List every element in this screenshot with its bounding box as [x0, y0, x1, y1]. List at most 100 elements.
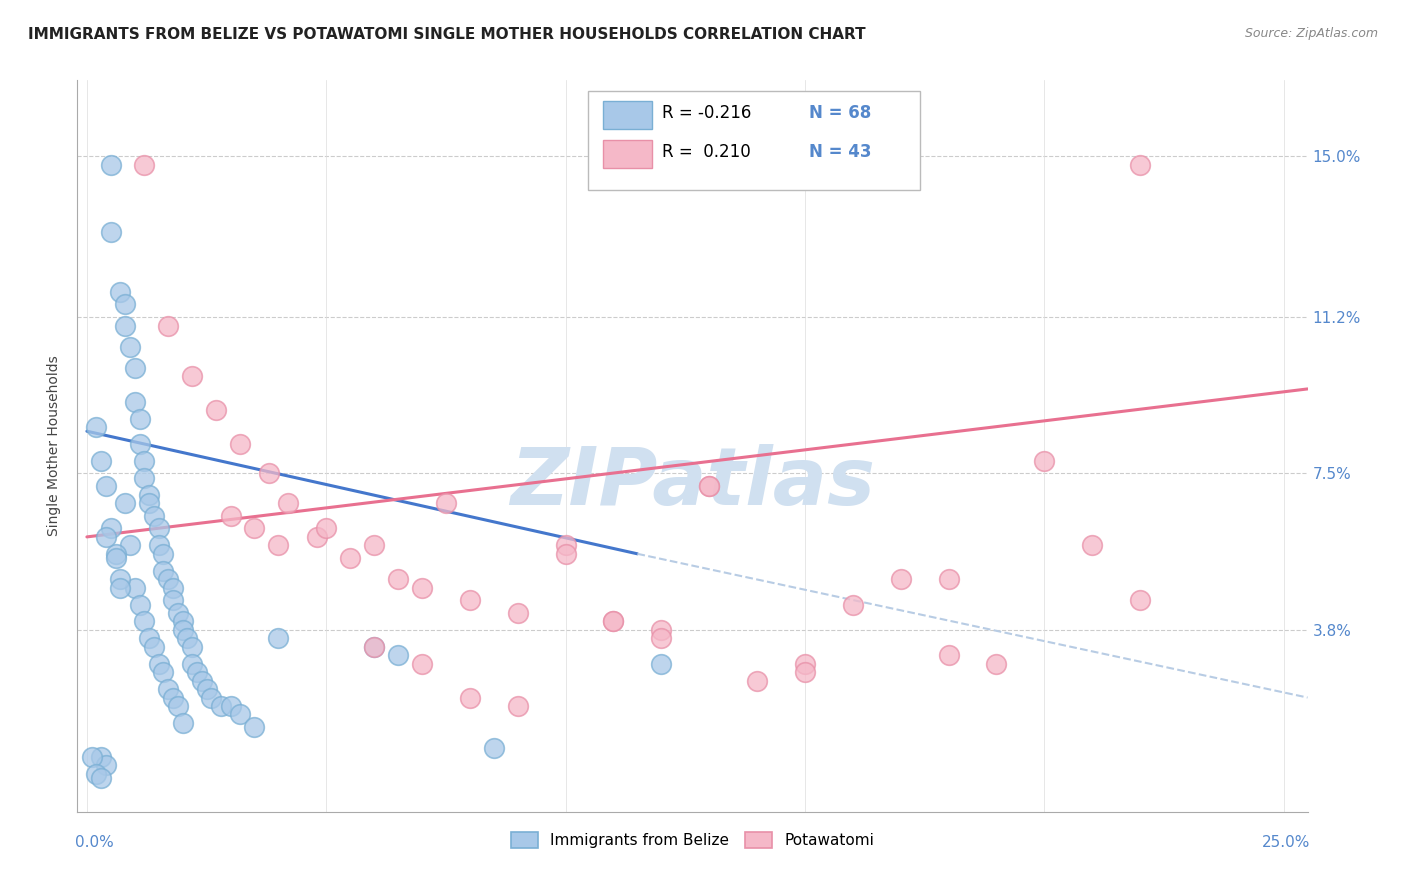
Point: [134, 454, 156, 468]
Point: [172, 715, 194, 730]
Point: [602, 615, 624, 629]
Point: [157, 572, 180, 586]
Point: [794, 657, 817, 671]
Point: [277, 496, 299, 510]
Point: [1129, 593, 1152, 607]
Text: 0.0%: 0.0%: [75, 835, 114, 850]
Point: [100, 521, 122, 535]
Point: [267, 632, 290, 646]
FancyBboxPatch shape: [603, 140, 652, 168]
Text: R = -0.216: R = -0.216: [662, 104, 751, 122]
Point: [181, 657, 204, 671]
Point: [114, 496, 136, 510]
Point: [243, 521, 266, 535]
Point: [650, 623, 672, 637]
Point: [104, 547, 127, 561]
Point: [1081, 538, 1104, 552]
Point: [138, 632, 160, 646]
Point: [162, 690, 184, 705]
Point: [134, 158, 156, 172]
Text: R =  0.210: R = 0.210: [662, 143, 751, 161]
Point: [118, 538, 141, 552]
Point: [118, 340, 141, 354]
Point: [148, 521, 170, 535]
Point: [128, 598, 150, 612]
FancyBboxPatch shape: [588, 91, 920, 190]
Point: [86, 766, 108, 780]
Point: [745, 673, 768, 688]
Point: [166, 606, 188, 620]
Point: [80, 749, 103, 764]
Point: [148, 538, 170, 552]
Point: [138, 488, 160, 502]
Point: [142, 640, 165, 654]
Point: [229, 437, 252, 451]
Point: [243, 720, 266, 734]
Point: [176, 632, 198, 646]
Point: [363, 640, 385, 654]
Point: [650, 632, 672, 646]
Point: [411, 581, 433, 595]
Point: [148, 657, 170, 671]
Point: [166, 699, 188, 714]
Point: [114, 297, 136, 311]
Point: [650, 657, 672, 671]
Point: [697, 479, 720, 493]
Point: [152, 665, 174, 680]
Point: [697, 479, 720, 493]
Point: [209, 699, 232, 714]
Text: ZIPatlas: ZIPatlas: [510, 443, 875, 522]
Point: [554, 547, 576, 561]
Point: [315, 521, 337, 535]
Point: [363, 640, 385, 654]
Point: [339, 551, 361, 566]
Point: [195, 682, 218, 697]
Point: [152, 564, 174, 578]
Point: [411, 657, 433, 671]
Point: [128, 437, 150, 451]
Point: [110, 581, 132, 595]
Point: [110, 572, 132, 586]
Legend: Immigrants from Belize, Potawatomi: Immigrants from Belize, Potawatomi: [510, 832, 875, 848]
Text: N = 68: N = 68: [810, 104, 872, 122]
Point: [257, 467, 280, 481]
Point: [482, 741, 505, 756]
Point: [90, 771, 112, 785]
Point: [104, 551, 127, 566]
Point: [110, 285, 132, 299]
Point: [181, 640, 204, 654]
Point: [794, 665, 817, 680]
Point: [434, 496, 457, 510]
Point: [157, 318, 180, 333]
Point: [134, 615, 156, 629]
Point: [205, 403, 228, 417]
Point: [100, 226, 122, 240]
Point: [162, 593, 184, 607]
Text: 25.0%: 25.0%: [1261, 835, 1310, 850]
Point: [142, 508, 165, 523]
Point: [94, 530, 117, 544]
Text: IMMIGRANTS FROM BELIZE VS POTAWATOMI SINGLE MOTHER HOUSEHOLDS CORRELATION CHART: IMMIGRANTS FROM BELIZE VS POTAWATOMI SIN…: [28, 27, 866, 42]
Text: N = 43: N = 43: [810, 143, 872, 161]
Point: [938, 572, 960, 586]
Point: [554, 538, 576, 552]
Point: [100, 158, 122, 172]
Point: [602, 615, 624, 629]
Point: [124, 581, 146, 595]
Point: [172, 615, 194, 629]
Point: [124, 360, 146, 375]
Point: [363, 538, 385, 552]
Point: [94, 758, 117, 772]
Point: [842, 598, 865, 612]
Point: [186, 665, 208, 680]
Point: [219, 699, 242, 714]
Point: [219, 508, 242, 523]
Point: [152, 547, 174, 561]
Point: [86, 420, 108, 434]
Text: Source: ZipAtlas.com: Source: ZipAtlas.com: [1244, 27, 1378, 40]
Point: [157, 682, 180, 697]
Point: [124, 394, 146, 409]
Point: [200, 690, 222, 705]
Point: [138, 496, 160, 510]
Point: [162, 581, 184, 595]
